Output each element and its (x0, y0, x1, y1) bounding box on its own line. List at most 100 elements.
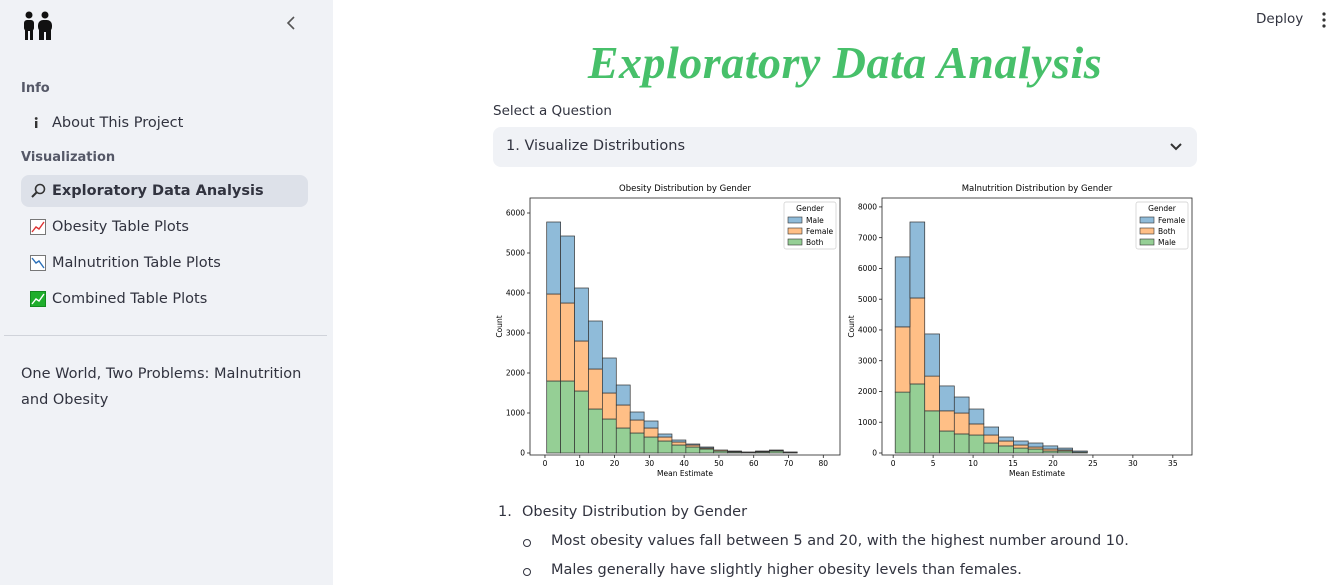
y-tick-label: 2000 (506, 369, 525, 378)
legend-swatch (1139, 238, 1155, 246)
x-tick-label: 25 (1088, 459, 1098, 468)
y-tick-label: 5000 (506, 249, 525, 258)
x-axis-label: Mean Estimate (657, 469, 713, 478)
histogram-bar (1057, 447, 1073, 451)
histogram-bar (560, 235, 575, 304)
y-tick-label: 1000 (858, 418, 877, 427)
y-tick-label: 3000 (506, 329, 525, 338)
histogram-bar (629, 411, 645, 421)
y-tick-label: 4000 (858, 326, 877, 335)
nav-label: Obesity Table Plots (52, 219, 189, 235)
histogram-bar (953, 412, 970, 435)
histogram-bar (643, 427, 659, 438)
histogram-bar (909, 221, 926, 299)
y-tick-label: 6000 (506, 209, 525, 218)
y-tick-label: 1000 (506, 409, 525, 418)
nav-item[interactable]: Obesity Table Plots (21, 211, 308, 243)
legend-box (1135, 201, 1189, 250)
histogram-bar (998, 440, 1014, 447)
histogram-bar (699, 448, 715, 454)
legend-title: Gender (796, 204, 825, 213)
histogram-bar (629, 419, 645, 434)
legend-label: Female (1158, 216, 1186, 225)
histogram-bar (1027, 442, 1044, 448)
bullet (523, 539, 531, 547)
select-label: Select a Question (493, 103, 612, 119)
nav-label: Malnutrition Table Plots (52, 255, 221, 271)
legend-box (783, 201, 837, 250)
y-tick-label: 4000 (506, 289, 525, 298)
collapse-sidebar-button[interactable] (284, 15, 298, 31)
main-menu-button[interactable] (1319, 11, 1329, 29)
chart-title: Obesity Distribution by Gender (619, 184, 751, 194)
y-tick-label: 0 (872, 449, 877, 458)
y-tick-label: 2000 (858, 387, 877, 396)
select-value: 1. Visualize Distributions (506, 138, 686, 154)
histogram-bar (602, 357, 617, 394)
x-tick-label: 60 (749, 459, 759, 468)
histogram-bar (983, 434, 999, 444)
nav-item[interactable]: About This Project (21, 107, 308, 139)
chart-yen-icon (30, 291, 46, 307)
histogram-bar (924, 333, 940, 377)
chart: Obesity Distribution by Gender 0 10 20 30 40 5… (495, 184, 841, 478)
x-tick-label: 0 (543, 459, 548, 468)
histogram-bar (657, 433, 673, 438)
sidebar: Info About This Project Visualization Ex… (0, 0, 333, 585)
x-tick-label: 0 (891, 459, 896, 468)
histogram-bar (602, 392, 617, 420)
histogram-bar (1072, 450, 1088, 453)
list-bullet: Most obesity values fall between 5 and 2… (551, 533, 1129, 549)
logo (24, 11, 52, 40)
histogram-bar (685, 446, 701, 454)
histogram-bar (924, 410, 940, 454)
histogram-bar (699, 446, 715, 449)
list-number: 1. (498, 504, 512, 520)
x-tick-label: 30 (1128, 459, 1138, 468)
y-tick-label: 7000 (858, 233, 877, 242)
histogram-bar (546, 293, 561, 382)
x-tick-label: 80 (819, 459, 829, 468)
histogram-bar (657, 440, 673, 454)
histogram-bar (685, 443, 701, 446)
histogram-bar (671, 439, 687, 443)
histogram-bar (968, 423, 985, 436)
bullet (523, 568, 531, 576)
histogram-bar (983, 442, 999, 454)
list-bullet: Males generally have slightly higher obe… (551, 562, 1022, 578)
histogram-bar (643, 436, 659, 454)
deploy-button[interactable]: Deploy (1256, 11, 1304, 27)
nav-label: Exploratory Data Analysis (52, 183, 264, 199)
histogram-bar (939, 385, 955, 412)
nav-item[interactable]: Exploratory Data Analysis (21, 175, 308, 207)
nav-item[interactable]: Malnutrition Table Plots (21, 247, 308, 279)
histogram-bar (939, 430, 955, 454)
histogram-bar (924, 375, 940, 412)
nav-label: About This Project (52, 115, 184, 131)
histogram-bar (968, 408, 985, 425)
histogram-bar (560, 380, 575, 454)
y-tick-label: 6000 (858, 264, 877, 273)
histogram-bar (998, 445, 1014, 454)
histogram-bar (671, 441, 687, 446)
histogram-bar (998, 436, 1014, 442)
legend-swatch (787, 238, 803, 246)
histogram-bar (1013, 447, 1029, 454)
histogram-bar (1042, 445, 1059, 450)
x-tick-label: 20 (1048, 459, 1058, 468)
chart-up-icon (30, 219, 46, 235)
histogram-bar (894, 256, 911, 328)
histogram-bar (713, 449, 728, 452)
x-axis-label: Mean Estimate (1009, 469, 1065, 478)
nav-item[interactable]: Combined Table Plots (21, 283, 308, 315)
y-tick-label: 8000 (858, 203, 877, 212)
section-heading: Info (21, 81, 50, 96)
histogram-bar (560, 302, 575, 382)
histogram-bar (629, 432, 645, 454)
x-tick-label: 15 (1008, 459, 1018, 468)
nav-label: Combined Table Plots (52, 291, 208, 307)
histogram-bar (546, 380, 561, 454)
histogram-bar (983, 426, 999, 436)
question-select[interactable]: 1. Visualize Distributions (493, 127, 1197, 167)
